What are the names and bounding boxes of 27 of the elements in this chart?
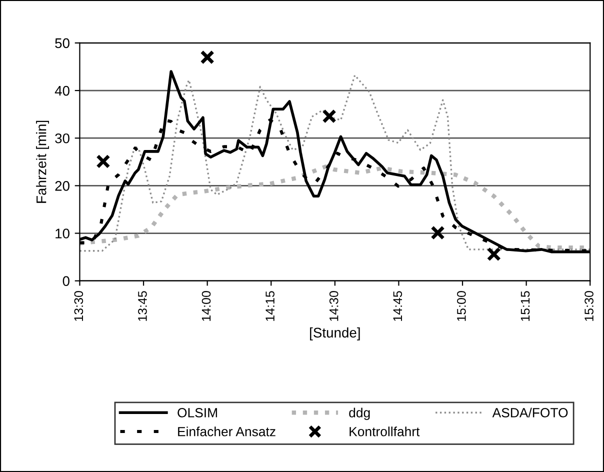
x-tick-label: 14:30 bbox=[329, 291, 338, 321]
y-tick-label: 30 bbox=[55, 133, 70, 144]
y-axis-title: Fahrzeit [min] bbox=[36, 120, 50, 203]
y-tick-label: 0 bbox=[62, 276, 70, 286]
x-tick-label: 14:00 bbox=[202, 291, 211, 321]
point bbox=[486, 247, 502, 262]
x-tick-label: 15:30 bbox=[584, 291, 594, 321]
point bbox=[322, 109, 336, 124]
y-tick-label: 40 bbox=[54, 86, 70, 96]
point bbox=[200, 50, 214, 64]
x-tick-label: 15:00 bbox=[457, 291, 466, 321]
x-tick-label: 13:30 bbox=[74, 291, 84, 321]
x-tick-label: 14:45 bbox=[393, 291, 402, 321]
point bbox=[430, 226, 445, 240]
point bbox=[96, 154, 110, 169]
x-tick-label: 13:45 bbox=[138, 291, 147, 321]
x-tick-label: 14:15 bbox=[266, 291, 274, 321]
legend-label: Einfacher Ansatz bbox=[178, 426, 276, 436]
legend-label: ddg bbox=[349, 408, 370, 420]
legend-label: OLSIM bbox=[178, 408, 217, 418]
y-tick-label: 10 bbox=[56, 228, 70, 238]
legend-label: ASDA/FOTO bbox=[492, 408, 568, 418]
y-tick-label: 50 bbox=[55, 38, 70, 48]
x-tick-label: 15:15 bbox=[520, 291, 530, 321]
legend-label: Kontrollfahrt bbox=[350, 426, 420, 436]
y-tick-label: 20 bbox=[55, 181, 70, 191]
x-axis-title: [Stunde] bbox=[310, 327, 360, 340]
